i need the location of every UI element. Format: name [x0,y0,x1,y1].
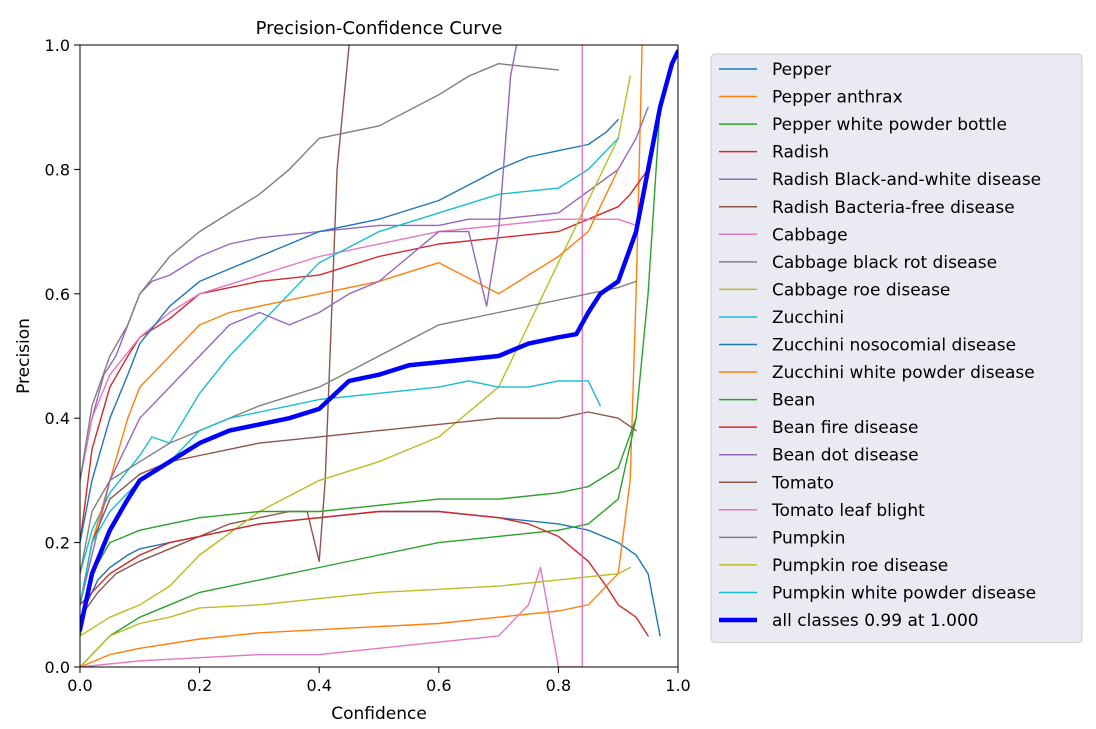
legend-label: Pepper white powder bottle [772,115,1007,135]
x-tick-label: 1.0 [665,676,690,695]
series-line-15 [80,411,637,606]
series-layer [80,45,678,667]
x-tick-label: 0.0 [67,676,92,695]
legend-label: Pumpkin [772,528,845,548]
y-tick-label: 0.8 [45,160,70,179]
legend-label: Bean [772,391,815,411]
legend-label: Cabbage black rot disease [772,253,997,273]
chart-title: Precision-Confidence Curve [256,18,503,39]
x-tick-label: 0.4 [306,676,331,695]
x-tick-label: 0.2 [187,676,212,695]
series-line-12 [80,417,637,637]
legend-label: Zucchini white powder disease [772,363,1035,383]
series-line-17 [80,280,637,575]
legend-label: Pumpkin roe disease [772,556,948,576]
legend-label: Tomato [771,473,834,493]
series-line-20 [80,48,678,632]
series-line-16 [80,45,583,667]
legend-label: Tomato leaf blight [771,501,925,521]
legend: Pepper Pepper anthrax Pepper white powder … [710,53,1083,644]
legend-label: Cabbage [772,225,848,245]
legend-box [710,53,1083,644]
y-tick-label: 0.2 [45,534,70,553]
y-tick-label: 1.0 [45,36,70,55]
x-axis-ticks: 0.0 0.2 0.4 0.6 0.8 1.0 [67,667,691,695]
legend-label: Bean fire disease [772,418,918,438]
series-line-11 [80,168,619,606]
y-tick-label: 0.6 [45,285,70,304]
x-axis-label: Confidence [331,704,427,724]
series-line-18 [80,566,631,667]
legend-label: Radish [772,143,829,163]
series-line-4 [80,106,649,482]
series-line-3 [80,168,649,544]
series-line-13 [80,510,649,637]
series-line-19 [80,380,601,606]
x-tick-label: 0.8 [546,676,571,695]
x-tick-label: 0.6 [426,676,451,695]
legend-label: all classes 0.99 at 1.000 [772,611,979,631]
series-line-8 [80,75,631,637]
y-axis-ticks: 0.0 0.2 0.4 0.6 0.8 1.0 [45,36,80,677]
legend-label: Pepper anthrax [772,88,903,108]
legend-label: Cabbage roe disease [772,280,950,300]
series-line-6 [80,218,637,482]
legend-label: Radish Bacteria-free disease [772,198,1015,218]
legend-label: Pepper [772,60,831,80]
series-line-14 [80,45,518,606]
series-line-7 [80,63,560,482]
series-line-1 [80,45,643,667]
plot-frame [79,44,679,668]
legend-label: Pumpkin white powder disease [772,583,1036,603]
legend-label: Bean dot disease [772,446,919,466]
series-line-5 [80,45,350,618]
series-line-2 [80,106,661,667]
legend-label: Zucchini [772,308,844,328]
legend-label: Zucchini nosocomial disease [772,336,1016,356]
series-line-10 [80,118,619,544]
legend-label: Radish Black-and-white disease [772,170,1041,190]
y-axis-label: Precision [14,318,34,394]
y-tick-label: 0.4 [45,409,70,428]
y-tick-label: 0.0 [45,658,70,677]
